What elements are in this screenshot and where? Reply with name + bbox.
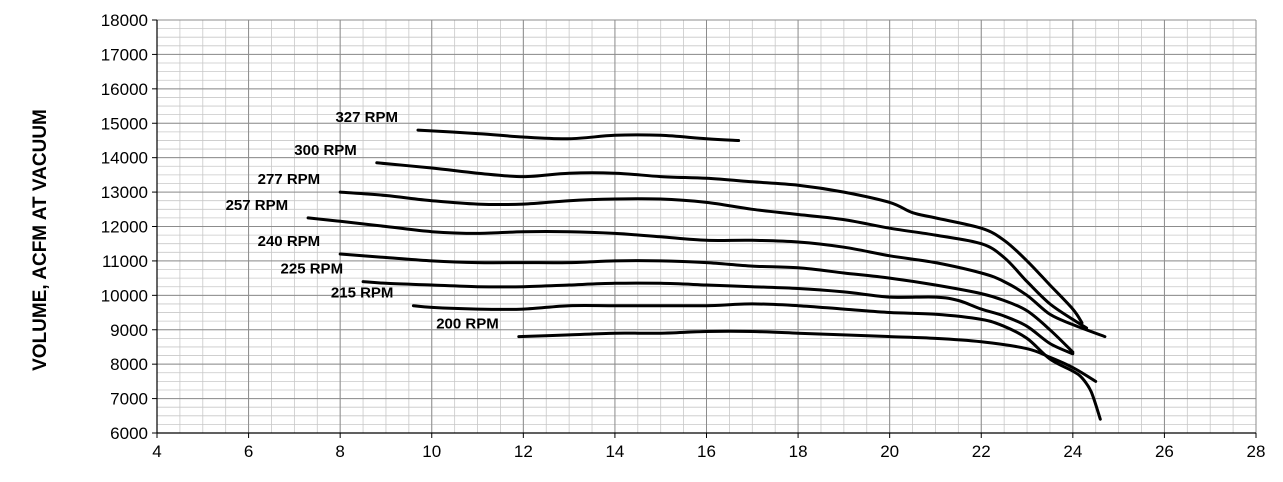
curve-257-rpm	[306, 216, 1107, 339]
curve-label-225-rpm: 225 RPM	[281, 261, 344, 278]
y-tick-label: 6000	[110, 424, 148, 443]
x-tick-label: 26	[1155, 442, 1174, 461]
y-axis-title: VOLUME, ACFM AT VACUUM	[30, 109, 51, 371]
curve-label-257-rpm: 257 RPM	[226, 197, 289, 214]
x-tick-label: 24	[1063, 442, 1082, 461]
x-tick-label: 4	[152, 442, 161, 461]
x-tick-label: 22	[972, 442, 991, 461]
y-tick-label: 12000	[101, 218, 148, 237]
curve-layer	[306, 128, 1107, 421]
x-tick-label: 28	[1247, 442, 1266, 461]
curve-200-rpm	[517, 329, 1098, 383]
y-tick-label: 16000	[101, 80, 148, 99]
x-tick-label: 14	[605, 442, 624, 461]
axis-layer: 4 6 8 10 12 14 16 18 20 22 24 26 28 6000 7000 8000 9000 1…	[101, 11, 1266, 461]
x-tick-label: 18	[789, 442, 808, 461]
curve-label-277-rpm: 277 RPM	[258, 171, 321, 188]
curve-240-rpm	[338, 252, 1075, 354]
label-layer: 327 RPM 300 RPM 277 RPM 257 RPM 240 RPM 225 R…	[226, 109, 499, 333]
x-tick-label: 8	[335, 442, 344, 461]
curve-label-240-rpm: 240 RPM	[258, 233, 321, 250]
curve-277-rpm	[338, 190, 1089, 330]
y-tick-label: 10000	[101, 286, 148, 305]
y-tick-label: 7000	[110, 390, 148, 409]
curve-300-rpm	[375, 161, 1084, 325]
curve-225-rpm	[361, 280, 1075, 356]
x-tick-label: 12	[514, 442, 533, 461]
curve-label-300-rpm: 300 RPM	[294, 142, 357, 159]
curve-215-rpm	[411, 302, 1102, 421]
x-tick-label: 6	[244, 442, 253, 461]
curve-label-200-rpm: 200 RPM	[436, 316, 499, 333]
y-tick-label: 18000	[101, 11, 148, 30]
x-tick-label: 16	[697, 442, 716, 461]
curve-label-215-rpm: 215 RPM	[331, 285, 394, 302]
y-tick-label: 14000	[101, 149, 148, 168]
grid-layer	[156, 19, 1257, 434]
y-tick-label: 15000	[101, 114, 148, 133]
y-tick-label: 13000	[101, 183, 148, 202]
curve-label-327-rpm: 327 RPM	[335, 109, 398, 126]
curve-327-rpm	[416, 128, 741, 142]
y-tick-label: 17000	[101, 45, 148, 64]
y-tick-label: 11000	[102, 252, 148, 271]
x-tick-label: 20	[880, 442, 899, 461]
x-tick-label: 10	[422, 442, 441, 461]
y-tick-label: 9000	[110, 321, 148, 340]
y-tick-label: 8000	[110, 355, 148, 374]
